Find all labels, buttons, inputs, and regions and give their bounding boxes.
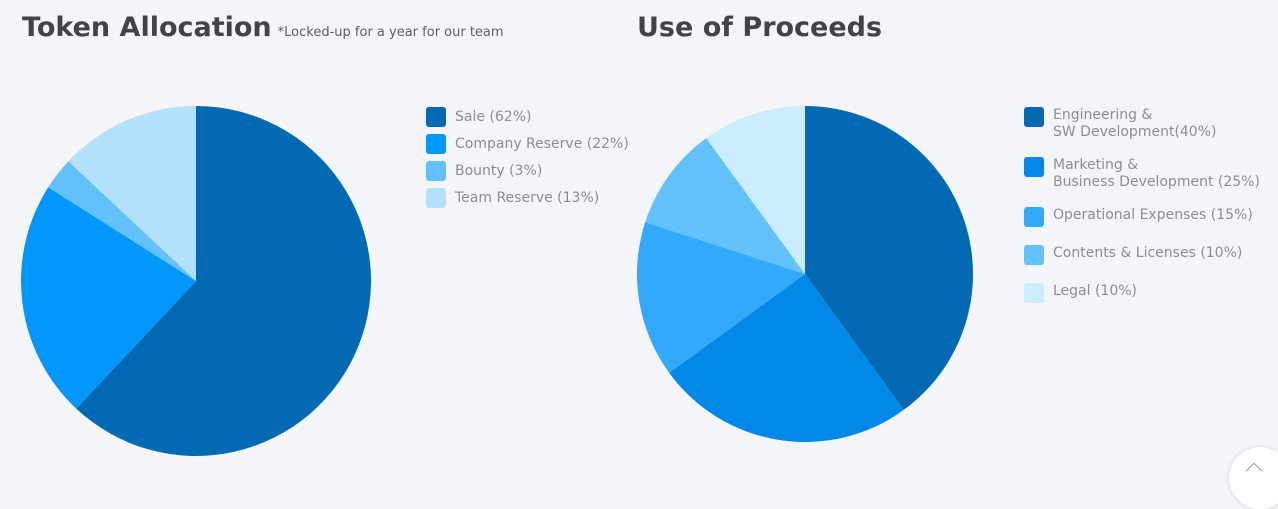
use-of-proceeds-legend: Engineering & SW Development(40%) Marketi… (1024, 107, 1260, 303)
legend-label: Marketing & Business Development (25%) (1053, 157, 1260, 190)
pie-slice-marketing-business-development (669, 274, 904, 442)
legend-label: Company Reserve (22%) (455, 136, 629, 152)
use-of-proceeds-pie-chart (637, 106, 973, 442)
legend-item: Engineering & SW Development(40%) (1024, 107, 1260, 141)
legend-swatch (1024, 207, 1044, 227)
scroll-to-top-button[interactable] (1229, 447, 1278, 509)
legend-label: Contents & Licenses (10%) (1053, 245, 1243, 261)
chart-title: Token Allocation (22, 12, 272, 43)
legend-label: Sale (62%) (455, 109, 532, 125)
legend-item: Operational Expenses (15%) (1024, 207, 1260, 227)
pie-slice-sale (76, 106, 371, 456)
token-allocation-pie-chart (21, 106, 371, 456)
pie-slice-operational-expenses (637, 222, 805, 373)
legend-swatch (426, 161, 446, 181)
pie-slice-contents-licenses (645, 138, 805, 274)
legend-item: Legal (10%) (1024, 283, 1260, 303)
use-of-proceeds-title: Use of Proceeds (637, 12, 882, 43)
legend-item: Company Reserve (22%) (426, 134, 629, 161)
pie-slice-team-reserve (68, 106, 196, 281)
chart-title: Use of Proceeds (637, 12, 883, 43)
pie-slice-legal (706, 106, 805, 274)
legend-label: Legal (10%) (1053, 283, 1138, 299)
legend-swatch (1024, 245, 1044, 265)
legend-label: Operational Expenses (15%) (1053, 207, 1253, 223)
pie-slice-company-reserve (21, 187, 197, 409)
legend-item: Team Reserve (13%) (426, 188, 629, 215)
legend-swatch (426, 134, 446, 154)
pie-slice-bounty (48, 161, 196, 281)
legend-item: Sale (62%) (426, 107, 629, 134)
legend-swatch (1024, 107, 1044, 127)
pie-slice-engineering-sw-development (805, 106, 973, 410)
legend-swatch (1024, 283, 1044, 303)
legend-item: Contents & Licenses (10%) (1024, 245, 1260, 265)
legend-item: Marketing & Business Development (25%) (1024, 157, 1260, 191)
legend-swatch (1024, 157, 1044, 177)
chevron-up-icon (1245, 462, 1263, 480)
legend-swatch (426, 107, 446, 127)
legend-swatch (426, 188, 446, 208)
legend-label: Team Reserve (13%) (455, 190, 600, 206)
token-allocation-title: Token Allocation *Locked-up for a year fo… (22, 12, 504, 43)
legend-item: Bounty (3%) (426, 161, 629, 188)
token-allocation-legend: Sale (62%) Company Reserve (22%) Bounty (3… (426, 107, 629, 215)
legend-label: Engineering & SW Development(40%) (1053, 107, 1217, 140)
legend-label: Bounty (3%) (455, 163, 543, 179)
chart-subtitle: *Locked-up for a year for our team (277, 25, 504, 40)
